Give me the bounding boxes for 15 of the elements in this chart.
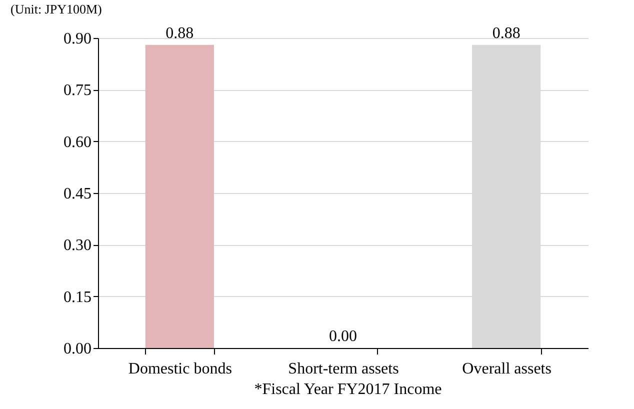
- y-tick-label: 0.75: [64, 82, 92, 100]
- y-tick-label: 0.45: [64, 186, 92, 202]
- data-label: 0.88: [166, 24, 194, 42]
- y-tick-label: 0.00: [64, 340, 92, 358]
- y-tick-label: 0.60: [64, 134, 92, 151]
- data-label: 0.00: [329, 328, 357, 345]
- x-tick-label: Short-term assets: [288, 360, 399, 378]
- data-label: 0.88: [492, 24, 520, 42]
- x-tick-label: Overall assets: [462, 360, 552, 378]
- y-tick-label: 0.90: [64, 30, 92, 48]
- y-axis-title: (Unit: JPY100M): [10, 2, 102, 16]
- y-tick-label: 0.15: [64, 288, 92, 306]
- text: *Fiscal Year FY2017 Income: [254, 381, 442, 398]
- y-tick-label: 0.30: [64, 237, 92, 254]
- x-tick-label: Domestic bonds: [128, 360, 232, 378]
